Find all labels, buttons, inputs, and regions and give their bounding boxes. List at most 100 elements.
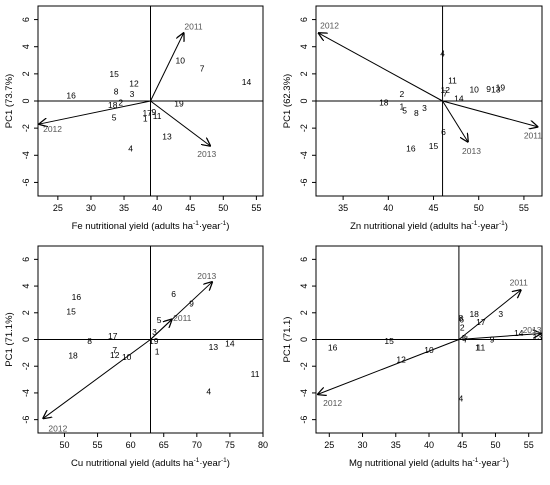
- point-label-6: 6: [171, 289, 176, 299]
- x-tick-label: 25: [324, 440, 334, 450]
- point-label-12: 12: [110, 350, 120, 360]
- vector-arrow-2012: [318, 339, 460, 395]
- point-label-1: 1: [143, 114, 148, 124]
- y-tick-label: 6: [299, 257, 309, 262]
- y-tick-label: 2: [299, 310, 309, 315]
- y-tick-label: 2: [21, 71, 31, 76]
- y-tick-label: -4: [21, 389, 31, 397]
- point-label-16: 16: [406, 144, 416, 154]
- point-label-9: 9: [486, 84, 491, 94]
- point-label-16: 16: [66, 91, 76, 101]
- x-tick-label: 25: [53, 203, 63, 213]
- y-axis-title: PC1 (73.7%): [4, 74, 15, 128]
- point-label-2: 2: [118, 97, 123, 107]
- point-label-13: 13: [162, 131, 172, 141]
- point-label-4: 4: [440, 49, 445, 59]
- point-label-8: 8: [414, 108, 419, 118]
- point-label-11: 11: [476, 343, 485, 353]
- point-label-10: 10: [176, 55, 186, 65]
- vector-arrow-2013: [150, 100, 211, 146]
- x-tick-label: 30: [86, 203, 96, 213]
- vector-label-2011: 2011: [184, 21, 203, 31]
- point-label-5: 5: [402, 106, 407, 116]
- x-axis-title: Fe nutritional yield (adults ha-1·year-1…: [72, 220, 230, 232]
- point-label-14: 14: [514, 328, 524, 338]
- vector-label-2013: 2013: [462, 146, 481, 156]
- x-tick-label: 30: [358, 440, 368, 450]
- x-tick-label: 50: [474, 203, 484, 213]
- y-tick-label: 2: [299, 71, 309, 76]
- point-label-15: 15: [384, 336, 394, 346]
- x-tick-label: 50: [490, 440, 500, 450]
- y-tick-label: 4: [299, 44, 309, 49]
- vector-arrow-2011: [150, 33, 184, 102]
- point-label-4: 4: [459, 393, 464, 403]
- y-tick-label: 4: [21, 44, 31, 49]
- point-label-1: 1: [400, 101, 405, 111]
- point-label-5: 5: [157, 315, 162, 325]
- x-tick-label: 60: [126, 440, 136, 450]
- point-label-14: 14: [242, 77, 252, 87]
- point-label-9: 9: [490, 335, 495, 345]
- x-tick-label: 50: [59, 440, 69, 450]
- y-tick-label: 0: [299, 98, 309, 103]
- y-tick-label: 6: [21, 257, 31, 262]
- point-label-15: 15: [109, 69, 119, 79]
- point-label-10: 10: [424, 345, 434, 355]
- x-tick-label: 55: [93, 440, 103, 450]
- y-tick-label: 6: [299, 17, 309, 22]
- y-tick-label: -4: [299, 389, 309, 397]
- x-tick-label: 80: [258, 440, 268, 450]
- point-label-1: 1: [475, 343, 480, 353]
- point-label-3: 3: [422, 103, 427, 113]
- vector-arrow-2011: [458, 290, 521, 340]
- vector-arrow-2011: [442, 100, 538, 127]
- point-label-9: 9: [151, 107, 156, 117]
- point-label-18: 18: [68, 351, 78, 361]
- y-tick-label: -2: [21, 124, 31, 132]
- y-tick-label: 0: [299, 337, 309, 342]
- x-tick-label: 45: [185, 203, 195, 213]
- vector-label-2012: 2012: [323, 398, 342, 408]
- point-label-18: 18: [108, 100, 118, 110]
- point-label-19: 19: [174, 99, 184, 109]
- point-label-12: 12: [441, 85, 451, 95]
- vector-arrow-2013: [442, 100, 468, 142]
- point-label-17: 17: [142, 108, 152, 118]
- point-label-15: 15: [66, 306, 76, 316]
- x-tick-label: 70: [192, 440, 202, 450]
- point-label-3: 3: [152, 327, 157, 337]
- vector-label-2012: 2012: [48, 423, 67, 433]
- y-tick-label: 4: [21, 284, 31, 289]
- y-tick-label: 0: [21, 98, 31, 103]
- point-label-14: 14: [225, 339, 235, 349]
- vector-label-2013: 2013: [197, 271, 216, 281]
- y-tick-label: -2: [299, 124, 309, 132]
- point-label-3: 3: [130, 89, 135, 99]
- point-label-9: 9: [189, 298, 194, 308]
- point-label-2: 2: [400, 89, 405, 99]
- point-label-18: 18: [469, 309, 479, 319]
- point-label-5: 5: [112, 112, 117, 122]
- y-tick-label: -4: [21, 151, 31, 159]
- vector-label-2011: 2011: [510, 278, 529, 288]
- y-tick-label: -6: [21, 178, 31, 186]
- y-axis-title: PC1 (62.3%): [282, 74, 293, 128]
- y-tick-label: -4: [299, 151, 309, 159]
- y-tick-label: -6: [299, 416, 309, 424]
- point-label-11: 11: [153, 111, 162, 121]
- point-label-6: 6: [441, 127, 446, 137]
- point-label-19: 19: [496, 82, 506, 92]
- vector-arrow-2012: [319, 33, 443, 102]
- point-label-8: 8: [87, 336, 92, 346]
- y-tick-label: 2: [21, 310, 31, 315]
- x-axis-title: Zn nutritional yield (adults ha-1·year-1…: [350, 220, 508, 232]
- point-label-5: 5: [462, 333, 467, 343]
- point-label-10: 10: [469, 84, 479, 94]
- point-label-19: 19: [149, 336, 159, 346]
- vector-arrow-2013: [150, 282, 213, 340]
- vector-label-2013: 2013: [197, 149, 216, 159]
- y-tick-label: 4: [299, 284, 309, 289]
